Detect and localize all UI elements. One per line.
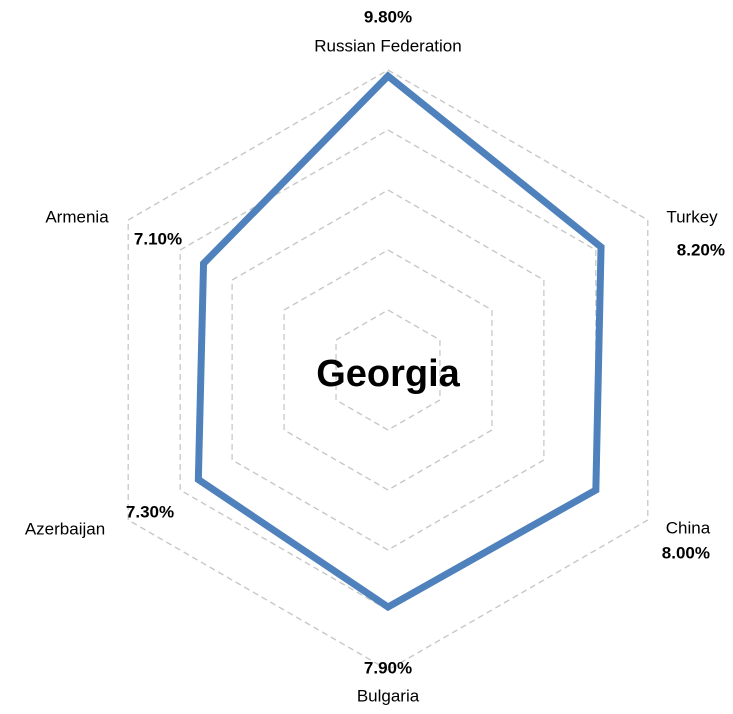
axis-label: Bulgaria — [357, 686, 420, 705]
axis-label: Turkey — [666, 207, 718, 226]
chart-title: Georgia — [316, 353, 460, 395]
value-label: 9.80% — [364, 7, 412, 26]
value-label: 7.10% — [134, 229, 182, 248]
axis-label: Russian Federation — [314, 36, 461, 55]
series-line — [194, 71, 605, 612]
value-label: 8.00% — [662, 543, 710, 562]
grid-ring — [335, 309, 441, 431]
grid-ring — [231, 189, 545, 551]
axis-label: Azerbaijan — [25, 519, 105, 538]
value-label: 8.20% — [677, 240, 725, 259]
plot: Russian Federation 9.80% Turkey 8.20% China 8… — [25, 7, 725, 705]
value-label: 7.30% — [126, 502, 174, 521]
axis-label: China — [666, 518, 711, 537]
grid-ring — [283, 249, 493, 491]
grid-ring — [127, 69, 649, 671]
axis-label: Armenia — [45, 207, 109, 226]
value-label: 7.90% — [364, 658, 412, 677]
grid-ring — [179, 129, 597, 611]
